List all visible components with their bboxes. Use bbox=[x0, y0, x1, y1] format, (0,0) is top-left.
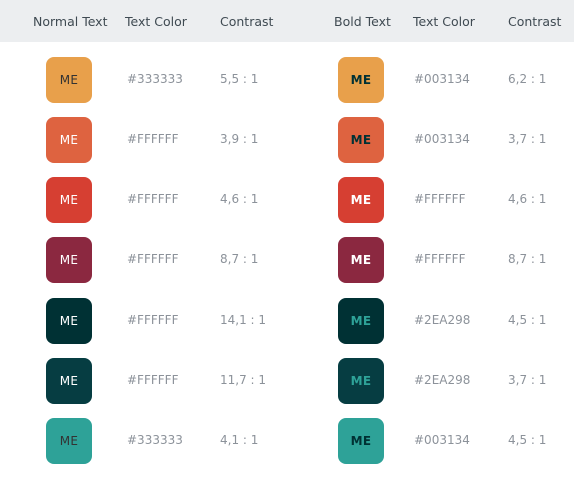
bold-contrast-value: 4,6 : 1 bbox=[508, 192, 547, 206]
bold-text-swatch: ME bbox=[338, 298, 384, 344]
normal-contrast-value: 3,9 : 1 bbox=[220, 132, 259, 146]
header-bold-text: Bold Text bbox=[334, 14, 391, 29]
bold-text-swatch: ME bbox=[338, 237, 384, 283]
header-contrast-bold: Contrast bbox=[508, 14, 562, 29]
normal-contrast-value: 5,5 : 1 bbox=[220, 72, 259, 86]
bold-text-swatch: ME bbox=[338, 418, 384, 464]
normal-text-color-value: #FFFFFF bbox=[127, 313, 179, 327]
normal-text-swatch: ME bbox=[46, 177, 92, 223]
table-row: ME #FFFFFF 4,6 : 1 ME #FFFFFF 4,6 : 1 bbox=[0, 177, 574, 223]
normal-text-color-value: #FFFFFF bbox=[127, 373, 179, 387]
table-row: ME #FFFFFF 14,1 : 1 ME #2EA298 4,5 : 1 bbox=[0, 298, 574, 344]
normal-text-swatch: ME bbox=[46, 358, 92, 404]
bold-text-color-value: #2EA298 bbox=[414, 373, 471, 387]
bold-contrast-value: 6,2 : 1 bbox=[508, 72, 547, 86]
normal-contrast-value: 11,7 : 1 bbox=[220, 373, 267, 387]
normal-text-color-value: #FFFFFF bbox=[127, 192, 179, 206]
bold-text-color-value: #FFFFFF bbox=[414, 192, 466, 206]
bold-text-color-value: #003134 bbox=[414, 132, 470, 146]
normal-contrast-value: 8,7 : 1 bbox=[220, 252, 259, 266]
bold-contrast-value: 3,7 : 1 bbox=[508, 132, 547, 146]
normal-contrast-value: 14,1 : 1 bbox=[220, 313, 267, 327]
header-normal-text: Normal Text bbox=[33, 14, 108, 29]
table-row: ME #FFFFFF 3,9 : 1 ME #003134 3,7 : 1 bbox=[0, 117, 574, 163]
bold-text-swatch: ME bbox=[338, 57, 384, 103]
table-row: ME #333333 4,1 : 1 ME #003134 4,5 : 1 bbox=[0, 418, 574, 464]
normal-text-color-value: #333333 bbox=[127, 72, 183, 86]
normal-text-color-value: #FFFFFF bbox=[127, 252, 179, 266]
bold-text-swatch: ME bbox=[338, 117, 384, 163]
table-row: ME #FFFFFF 11,7 : 1 ME #2EA298 3,7 : 1 bbox=[0, 358, 574, 404]
header-text-color: Text Color bbox=[125, 14, 187, 29]
normal-text-swatch: ME bbox=[46, 117, 92, 163]
bold-contrast-value: 8,7 : 1 bbox=[508, 252, 547, 266]
bold-contrast-value: 3,7 : 1 bbox=[508, 373, 547, 387]
header-text-color-bold: Text Color bbox=[413, 14, 475, 29]
header-contrast: Contrast bbox=[220, 14, 274, 29]
normal-text-swatch: ME bbox=[46, 237, 92, 283]
bold-contrast-value: 4,5 : 1 bbox=[508, 313, 547, 327]
bold-contrast-value: 4,5 : 1 bbox=[508, 433, 547, 447]
normal-text-color-value: #333333 bbox=[127, 433, 183, 447]
normal-text-swatch: ME bbox=[46, 298, 92, 344]
bold-text-swatch: ME bbox=[338, 358, 384, 404]
bold-text-color-value: #2EA298 bbox=[414, 313, 471, 327]
table-row: ME #FFFFFF 8,7 : 1 ME #FFFFFF 8,7 : 1 bbox=[0, 237, 574, 283]
bold-text-swatch: ME bbox=[338, 177, 384, 223]
bold-text-color-value: #FFFFFF bbox=[414, 252, 466, 266]
table-header: Normal Text Text Color Contrast Bold Tex… bbox=[0, 0, 574, 42]
normal-text-color-value: #FFFFFF bbox=[127, 132, 179, 146]
bold-text-color-value: #003134 bbox=[414, 72, 470, 86]
bold-text-color-value: #003134 bbox=[414, 433, 470, 447]
table-row: ME #333333 5,5 : 1 ME #003134 6,2 : 1 bbox=[0, 57, 574, 103]
normal-text-swatch: ME bbox=[46, 57, 92, 103]
normal-contrast-value: 4,1 : 1 bbox=[220, 433, 259, 447]
normal-text-swatch: ME bbox=[46, 418, 92, 464]
normal-contrast-value: 4,6 : 1 bbox=[220, 192, 259, 206]
